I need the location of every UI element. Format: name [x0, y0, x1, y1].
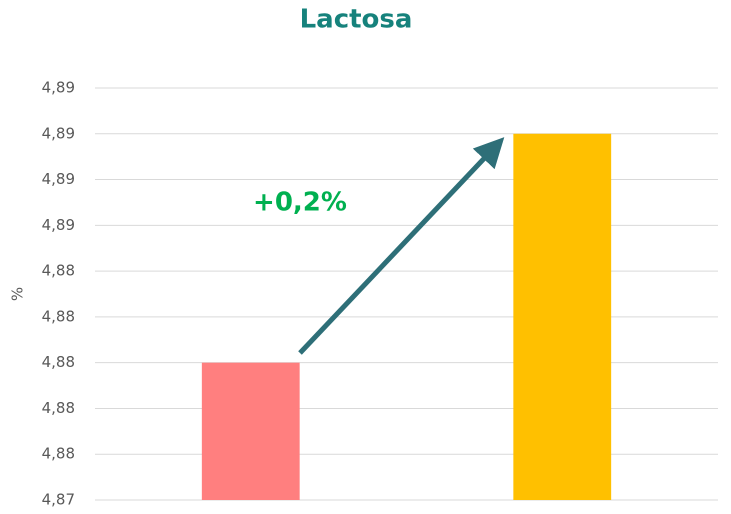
arrow: [298, 137, 505, 355]
bar: [513, 133, 612, 500]
y-tick-label: 4,88: [42, 399, 75, 417]
plot-area: 4,87 4,88 4,88 4,88 4,88 4,88 4,89 4,89 4,89 4,89: [42, 79, 718, 509]
y-tick-label: 4,88: [42, 445, 75, 463]
annotation: +0,2%: [253, 188, 347, 218]
y-tick-label: 4,88: [42, 307, 75, 325]
y-tick-label: 4,89: [42, 216, 75, 234]
y-tick-label: 4,88: [42, 353, 75, 371]
y-tick-label: 4,89: [42, 170, 75, 188]
chart-title: Lactosa: [300, 5, 413, 35]
y-tick-label: 4,89: [42, 124, 75, 142]
y-tick-label: 4,89: [42, 79, 75, 97]
y-tick-label: 4,88: [42, 262, 75, 280]
y-axis-label: %: [9, 287, 27, 301]
bar: [201, 362, 300, 500]
y-tick-label: 4,87: [42, 491, 75, 509]
